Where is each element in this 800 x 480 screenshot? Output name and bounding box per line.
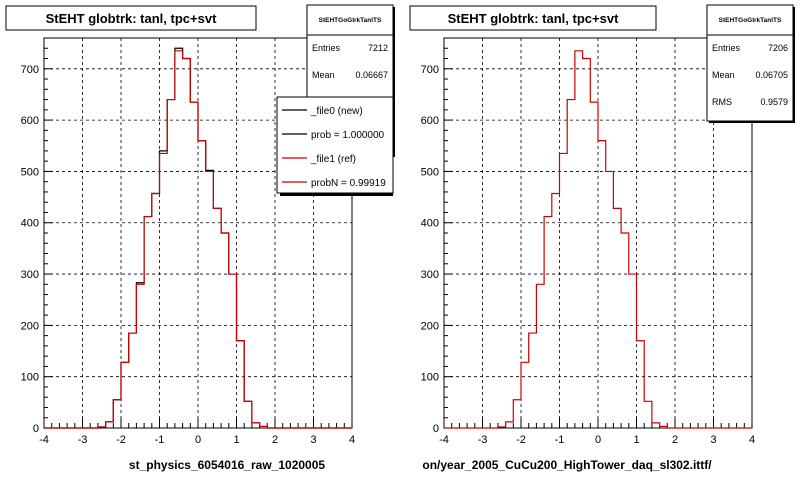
stats-box-name: StEHTGoGlrkTanlTS [319,17,382,24]
y-tick-label: 700 [21,64,39,76]
stats-value: 7206 [768,43,788,53]
x-tick-label: -2 [116,434,126,446]
histogram-series-line [44,50,352,429]
histogram-panel-file0: -4 -3 -2 -1 0 1 2 3 4 0 100 200 300 400 500 600 700 StEHT… [5,4,395,472]
stats-box-name: StEHTGoGlrkTanlTS [719,17,782,24]
y-tick-label: 600 [21,115,39,127]
x-axis-label: st_physics_6054016_raw_1020005 [129,458,325,472]
x-tick-label: 2 [272,434,278,446]
histogram-series-line [444,50,752,429]
legend-label: _file1 (ref) [310,154,356,165]
title-box [5,5,257,31]
stats-value: 0.06705 [755,70,788,80]
y-tick-label: 200 [21,320,39,332]
y-tick-label: 600 [421,115,439,127]
x-tick-label: -3 [478,434,488,446]
stats-label: Entries [312,43,341,53]
x-tick-label: 0 [195,434,201,446]
y-tick-label: 200 [421,320,439,332]
stats-box [706,4,794,122]
y-tick-label: 500 [21,166,39,178]
chart-title: StEHT globtrk: tanl, tpc+svt [448,11,619,26]
histogram-panel-file1: -4 -3 -2 -1 0 1 2 3 4 0 100 200 300 400 500 600 700 StEHT… [400,0,800,480]
stats-value: 7212 [368,43,388,53]
stats-label: RMS [712,97,732,107]
x-tick-label: -1 [155,434,165,446]
chart-title: StEHT globtrk: tanl, tpc+svt [46,11,217,26]
x-tick-label: 2 [672,434,678,446]
x-tick-label: 1 [633,434,639,446]
x-tick-label: 3 [710,434,716,446]
y-tick-label: 400 [21,218,39,230]
y-tick-label: 400 [421,218,439,230]
x-tick-label: -3 [78,434,88,446]
y-tick-label: 0 [433,423,439,435]
y-tick-label: 100 [421,372,439,384]
x-tick-label: -4 [439,434,449,446]
x-tick-label: 4 [749,434,755,446]
x-tick-label: 3 [310,434,316,446]
x-tick-label: 4 [349,434,355,446]
legend-label: prob = 1.000000 [311,130,385,141]
legend-label: _file0 (new) [310,106,363,117]
y-tick-label: 700 [421,64,439,76]
stats-label: Mean [312,70,335,80]
y-tick-label: 100 [21,372,39,384]
y-tick-label: 300 [421,269,439,281]
y-tick-label: 500 [421,166,439,178]
stats-label: Mean [712,70,735,80]
stats-label: Entries [712,43,741,53]
x-tick-label: -4 [39,434,49,446]
stats-value: 0.9579 [760,97,788,107]
y-tick-label: 300 [21,269,39,281]
title-box [409,5,657,31]
histogram-canvas: -4 -3 -2 -1 0 1 2 3 4 0 100 200 300 400 500 600 700 StEHT… [409,4,795,472]
stats-value: 0.06667 [355,70,388,80]
legend-box [276,96,394,194]
x-tick-label: 0 [595,434,601,446]
x-tick-label: -2 [516,434,526,446]
x-axis-label: on/year_2005_CuCu200_HighTower_daq_sl302… [422,458,712,472]
x-tick-label: 1 [233,434,239,446]
x-tick-label: -1 [555,434,565,446]
legend-label: probN = 0.99919 [311,178,386,189]
y-tick-label: 0 [33,423,39,435]
histogram-canvas: -4 -3 -2 -1 0 1 2 3 4 0 100 200 300 400 500 600 700 StEHT… [5,4,395,472]
